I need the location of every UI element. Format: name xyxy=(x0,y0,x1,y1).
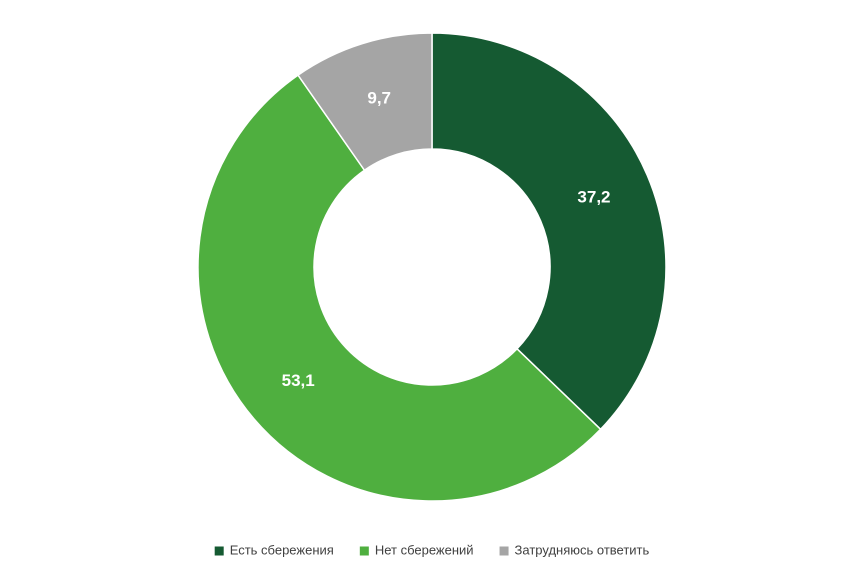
legend-label: Есть сбережения xyxy=(230,542,334,557)
value-label: 37,2 xyxy=(577,188,610,207)
value-label: 53,1 xyxy=(282,371,315,390)
donut-slice xyxy=(297,32,433,172)
donut-slice xyxy=(431,32,667,431)
legend-swatch xyxy=(499,546,509,556)
legend-label: Нет сбережений xyxy=(375,542,474,557)
legend-swatch xyxy=(359,546,369,556)
legend-label: Затрудняюсь ответить xyxy=(515,542,650,557)
value-label: 9,7 xyxy=(367,89,391,108)
legend-swatch xyxy=(214,546,224,556)
donut-slice xyxy=(197,74,602,502)
